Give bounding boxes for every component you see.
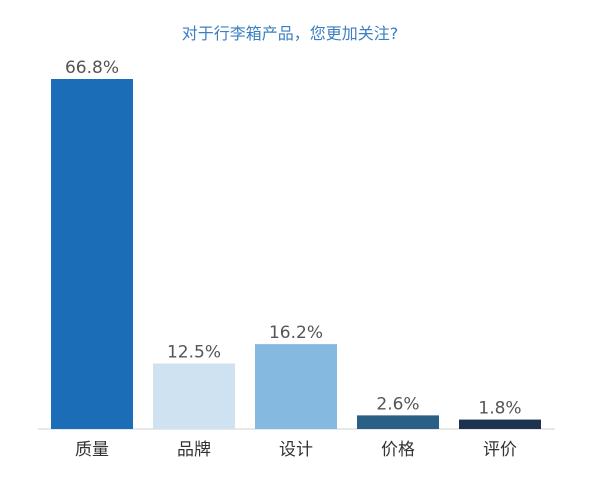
bar-4 (357, 415, 439, 429)
bar-5 (459, 419, 541, 429)
value-label-4: 2.6% (376, 394, 419, 414)
value-label-1: 66.8% (65, 58, 119, 78)
bar-2 (153, 363, 235, 429)
category-labels-group: 质量 品牌 设计 价格 评价 (75, 440, 517, 460)
category-label-4: 价格 (381, 440, 415, 460)
value-label-2: 12.5% (167, 343, 221, 363)
value-label-3: 16.2% (269, 323, 323, 343)
value-labels-group: 66.8% 12.5% 16.2% 2.6% 1.8% (65, 58, 522, 419)
category-label-1: 质量 (75, 440, 109, 460)
chart-title: 对于行李箱产品，您更加关注? (182, 24, 399, 43)
bars-group (51, 79, 541, 429)
bar-3 (255, 344, 337, 429)
category-label-3: 设计 (279, 440, 313, 460)
category-label-2: 品牌 (177, 440, 211, 460)
bar-1 (51, 79, 133, 429)
value-label-5: 1.8% (478, 399, 521, 419)
category-label-5: 评价 (483, 440, 517, 460)
